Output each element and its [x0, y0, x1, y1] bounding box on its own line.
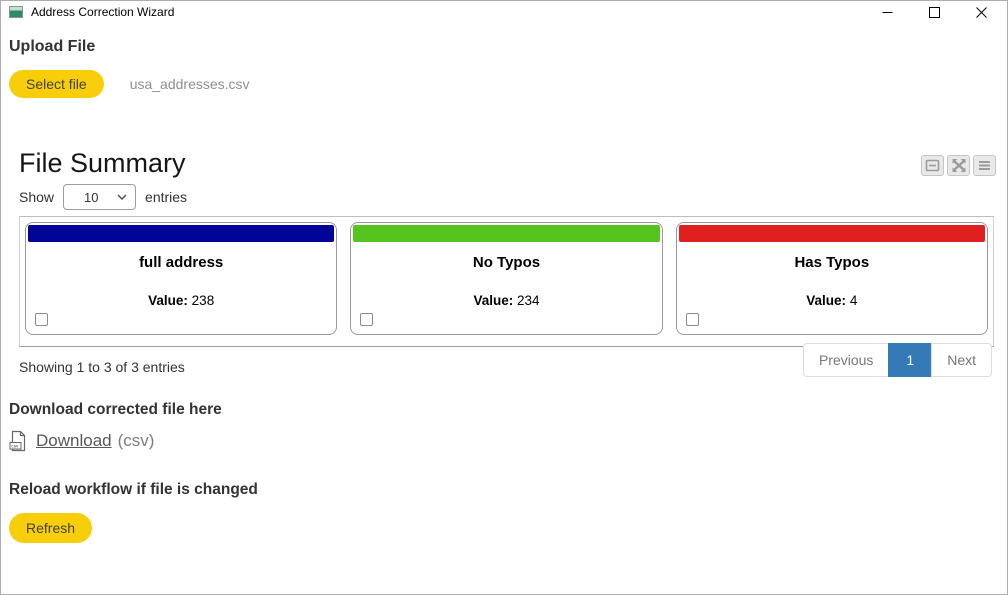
card-value-number: 238 [191, 293, 215, 308]
refresh-button[interactable]: Refresh [9, 513, 93, 543]
window-controls [864, 1, 1005, 23]
file-summary-title: File Summary [19, 148, 186, 178]
show-label: Show [19, 189, 55, 205]
entries-select-value: 10 [84, 189, 99, 205]
card-title: full address [139, 254, 224, 271]
entries-select[interactable]: 10 [63, 184, 137, 210]
select-file-button[interactable]: Select file [9, 70, 104, 98]
card-has-typos: Has Typos Value: 4 [675, 222, 988, 335]
card-color-bar [678, 225, 985, 242]
summary-cards-container: full address Value: 238 No Typos Value: … [19, 216, 994, 347]
card-value-label: Value: [473, 293, 514, 308]
minimize-icon [882, 11, 893, 13]
upload-row: Select file usa_addresses.csv [9, 70, 999, 98]
card-value-number: 234 [517, 293, 540, 308]
table-length-row: Show 10 entries [19, 184, 999, 210]
pagination-previous[interactable]: Previous [802, 343, 890, 377]
title-bar: Address Correction Wizard [1, 1, 1007, 23]
card-title: No Typos [472, 254, 541, 271]
card-color-bar [353, 225, 660, 242]
app-icon [9, 6, 23, 18]
download-row: csv Download (csv) [9, 430, 999, 452]
csv-file-icon: csv [9, 430, 26, 452]
card-color-bar [28, 225, 335, 242]
table-info: Showing 1 to 3 of 3 entries [19, 359, 185, 375]
card-value: Value: 234 [353, 293, 659, 308]
upload-heading: Upload File [9, 38, 96, 55]
menu-button[interactable] [973, 155, 996, 176]
card-full-address: full address Value: 238 [25, 222, 338, 335]
card-value: Value: 4 [679, 293, 985, 308]
card-checkbox[interactable] [35, 313, 48, 326]
expand-icon [952, 159, 965, 172]
minimize-button[interactable] [864, 1, 911, 23]
card-value-label: Value: [148, 293, 188, 308]
menu-icon [979, 161, 990, 170]
download-format-suffix: (csv) [117, 431, 155, 450]
card-value-number: 4 [849, 293, 858, 308]
close-icon [976, 6, 987, 18]
card-value-label: Value: [806, 293, 847, 308]
chevron-down-icon [117, 194, 127, 200]
download-link[interactable]: Download [36, 431, 112, 450]
entries-label: entries [145, 189, 188, 205]
card-no-typos: No Typos Value: 234 [350, 222, 663, 335]
collapse-icon [925, 159, 940, 172]
widget-controls [918, 155, 996, 176]
close-button[interactable] [958, 1, 1005, 23]
reload-heading: Reload workflow if file is changed [9, 481, 258, 498]
uploaded-filename: usa_addresses.csv [129, 76, 250, 92]
maximize-button[interactable] [911, 1, 958, 23]
pagination-next[interactable]: Next [931, 343, 992, 377]
download-heading: Download corrected file here [9, 401, 222, 418]
pagination-page-1[interactable]: 1 [888, 343, 933, 377]
card-checkbox[interactable] [360, 313, 374, 326]
maximize-icon [929, 6, 940, 18]
card-checkbox[interactable] [685, 313, 699, 326]
card-title: Has Typos [794, 254, 870, 271]
expand-button[interactable] [947, 155, 970, 176]
collapse-button[interactable] [921, 155, 944, 176]
card-value: Value: 238 [28, 293, 334, 308]
table-footer-row: Showing 1 to 3 of 3 entries Previous 1 N… [9, 343, 999, 391]
window-title: Address Correction Wizard [31, 5, 175, 19]
pagination: Previous 1 Next [802, 343, 992, 377]
csv-icon-label: csv [11, 444, 19, 449]
